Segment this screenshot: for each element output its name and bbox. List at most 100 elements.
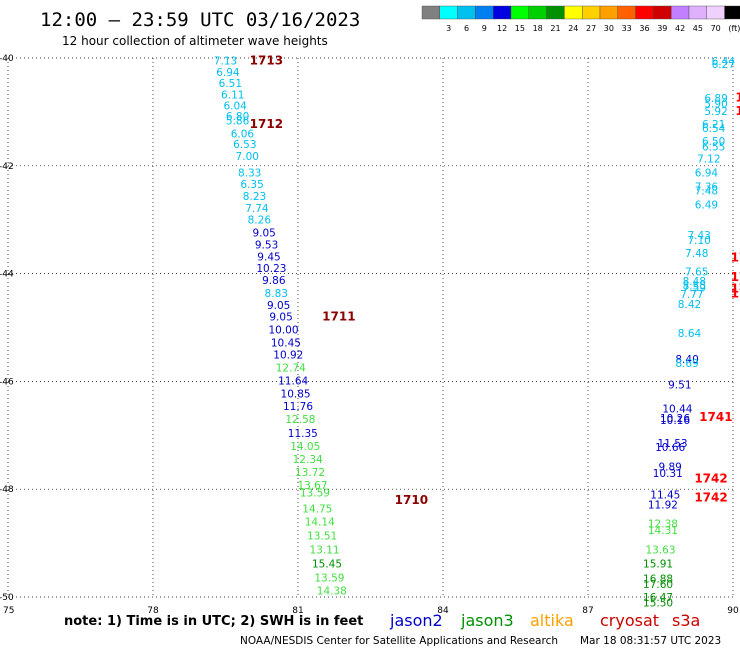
x-tick-label: 90 (727, 606, 739, 616)
y-tick-label: -42 (0, 162, 14, 172)
axis-ticks: 75 78 81 84 87 90 -40 -42 -44 -46 -48 -50 (0, 54, 739, 616)
legend-swatch (706, 5, 725, 20)
wave-height-label: 10.26 (660, 413, 690, 425)
wave-height-label: 6.06 (231, 128, 255, 140)
credit-line: NOAA/NESDIS Center for Satellite Applica… (240, 635, 558, 647)
wave-height-label: 9.53 (255, 239, 278, 251)
wave-height-label: 14.75 (302, 504, 332, 516)
wave-height-label: 15.45 (312, 559, 342, 571)
y-tick-label: -50 (0, 593, 14, 603)
cycle-label: 1713 (250, 54, 283, 68)
grid-lines (7, 57, 734, 598)
wave-height-label: 7.74 (245, 203, 269, 215)
satellite-legend: jason2 jason3 altika cryosat s3a (389, 611, 700, 630)
wave-height-label: 13.59 (314, 573, 344, 585)
x-tick-label: 78 (147, 606, 159, 616)
wave-height-label: 11.92 (648, 499, 678, 511)
legend-label: 27 (586, 24, 596, 33)
y-tick-label: -46 (0, 377, 14, 387)
satellite-jason2: jason2 (389, 611, 443, 630)
wave-height-label: 11.64 (278, 375, 308, 387)
cycle-label: 1742 (694, 471, 727, 485)
footnote: note: 1) Time is in UTC; 2) SWH is in fe… (64, 614, 363, 629)
legend-swatch (582, 5, 601, 20)
wave-height-label: 17.60 (643, 579, 673, 591)
x-tick-label: 75 (3, 606, 14, 616)
wave-height-label: 8.83 (265, 288, 288, 300)
x-tick-label: 84 (437, 606, 449, 616)
wave-height-label: 14.38 (317, 586, 347, 598)
wave-height-label: 6.94 (216, 67, 240, 79)
wave-height-label: 6.21 (702, 119, 725, 131)
legend-swatch (528, 5, 547, 20)
wave-height-label: 10.92 (273, 349, 303, 361)
wave-height-label: 7.00 (236, 151, 259, 163)
wave-height-label: 11.35 (288, 428, 318, 440)
wave-height-label: 8.64 (678, 328, 702, 340)
wave-height-points: 7.136.946.516.116.046.805.866.066.537.00… (214, 56, 736, 610)
wave-height-label: 10.23 (256, 263, 286, 275)
legend-label: 39 (657, 24, 667, 33)
wave-height-label: 9.05 (269, 312, 292, 324)
wave-height-label: 14.14 (305, 517, 335, 529)
wave-height-label: 12.74 (276, 362, 306, 374)
x-tick-label: 81 (292, 606, 303, 616)
y-tick-label: -40 (0, 54, 14, 64)
wave-height-label: 12.58 (285, 414, 315, 426)
legend-label: 6 (464, 24, 469, 33)
legend-label: 12 (497, 24, 507, 33)
wave-height-label: 14.05 (290, 441, 320, 453)
wave-height-label: 6.94 (695, 167, 719, 179)
wave-height-label: 8.48 (683, 276, 706, 288)
wave-height-label: 9.51 (668, 380, 691, 392)
legend-label: 70 (711, 24, 721, 33)
cycle-label: 1742 (694, 490, 727, 504)
wave-height-label: 6.50 (702, 136, 725, 148)
cycle-labels: 1713171217111710174117411741741741741741… (250, 54, 740, 507)
wave-height-label: 11.45 (650, 490, 680, 502)
legend-swatch (617, 5, 636, 20)
wave-height-label: 7.48 (695, 186, 718, 198)
timestamp: Mar 18 08:31:57 UTC 2023 (580, 635, 721, 647)
legend-label: 36 (639, 24, 649, 33)
wave-height-label: 6.54 (702, 123, 726, 135)
wave-height-label: 8.33 (238, 167, 261, 179)
wave-height-label: 5.86 (226, 116, 250, 128)
legend-swatch (493, 5, 512, 20)
wave-height-label: 8.26 (248, 215, 272, 227)
cycle-label: 1741 (699, 410, 732, 424)
legend-swatch (421, 5, 440, 20)
wave-height-label: 16.88 (643, 574, 673, 586)
wave-height-label: 10.00 (268, 325, 298, 337)
color-legend: 3 6 9 12 15 18 21 24 27 30 33 36 39 42 45 70 (ft) (421, 5, 740, 33)
legend-swatch (599, 5, 618, 20)
legend-label: 15 (515, 24, 525, 33)
legend-swatch (564, 5, 583, 20)
legend-label: 42 (675, 24, 685, 33)
legend-label: 21 (550, 24, 560, 33)
wave-height-label: 9.86 (262, 275, 286, 287)
wave-height-label: 12.38 (648, 519, 678, 531)
wave-height-label: 13.11 (310, 545, 340, 557)
legend-label: 3 (446, 24, 451, 33)
wave-height-label: 8.42 (678, 299, 701, 311)
wave-height-label: 13.63 (645, 545, 675, 557)
cycle-label: 174 (731, 270, 740, 284)
satellite-altika: altika (530, 611, 574, 630)
cycle-label: 174 (731, 287, 740, 301)
legend-label: 24 (568, 24, 578, 33)
cycle-label: 1712 (250, 117, 283, 131)
wave-height-label: 11.76 (283, 401, 313, 413)
cycle-label: 174 (731, 282, 740, 296)
satellite-s3a: s3a (672, 611, 700, 630)
legend-label: 45 (693, 24, 703, 33)
wave-height-label: 15.50 (643, 597, 673, 609)
cycle-label: 1741 (735, 90, 740, 104)
wave-height-label: 9.45 (257, 251, 280, 263)
wave-height-label: 10.31 (653, 468, 683, 480)
cycle-label: 1741 (735, 104, 740, 118)
wave-height-label: 7.36 (695, 181, 719, 193)
wave-height-label: 9.05 (267, 300, 290, 312)
wave-height-label: 7.65 (685, 266, 708, 278)
wave-height-label: 14.31 (648, 525, 678, 537)
